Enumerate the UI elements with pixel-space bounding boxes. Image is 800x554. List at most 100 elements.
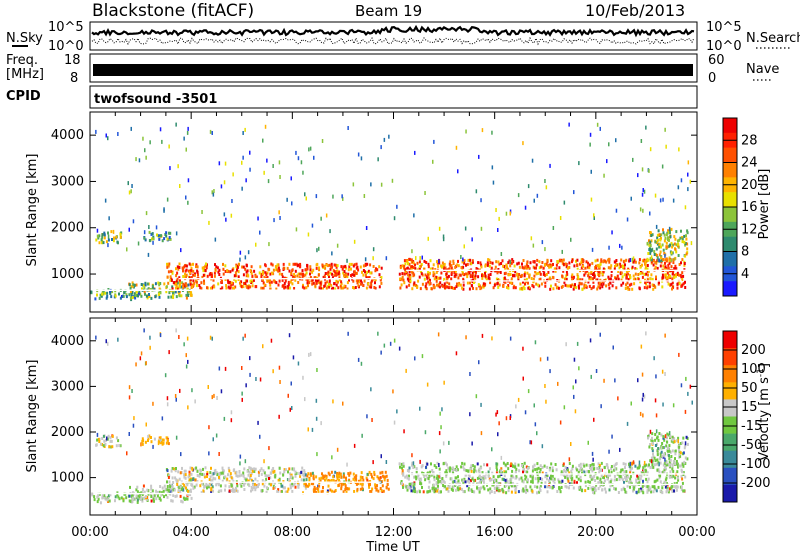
colorbar-tick-label: 20 <box>741 178 758 193</box>
echo-cell <box>128 283 131 287</box>
echo-cell <box>379 278 382 282</box>
echo-cell <box>646 485 649 488</box>
noise-cell <box>249 150 251 155</box>
echo-cell <box>433 490 436 494</box>
echo-cell <box>577 486 580 490</box>
echo-cell <box>484 274 487 278</box>
echo-cell <box>683 240 686 244</box>
noise-cell <box>239 250 242 255</box>
echo-cell <box>496 487 499 491</box>
echo-cell <box>604 259 607 263</box>
noise-cell <box>164 373 167 378</box>
echo-cell <box>260 286 263 290</box>
echo-cell <box>254 488 257 492</box>
noise-cell <box>533 198 535 203</box>
echo-cell <box>448 485 451 489</box>
echo-cell <box>365 476 368 480</box>
echo-cell <box>670 241 673 245</box>
echo-cell <box>650 490 653 494</box>
echo-cell <box>250 271 253 275</box>
echo-cell <box>482 477 485 481</box>
echo-cell <box>408 486 411 490</box>
echo-cell <box>346 287 349 291</box>
echo-cell <box>678 450 681 454</box>
echo-cell <box>144 292 146 296</box>
echo-cell <box>224 264 227 268</box>
echo-cell <box>656 458 659 462</box>
echo-cell <box>491 471 494 475</box>
echo-cell <box>606 463 609 467</box>
noise-cell <box>230 410 233 415</box>
echo-cell <box>403 264 406 268</box>
echo-cell <box>544 475 547 479</box>
echo-cell <box>267 474 270 478</box>
echo-cell <box>344 482 346 485</box>
echo-cell <box>105 296 108 300</box>
echo-cell <box>335 474 338 478</box>
echo-cell <box>598 281 601 285</box>
echo-cell <box>671 281 674 285</box>
noise-cell <box>213 393 215 398</box>
echo-cell <box>580 261 583 264</box>
noise-cell <box>677 185 680 190</box>
echo-cell <box>646 277 649 281</box>
echo-cell <box>564 475 567 479</box>
echo-cell <box>148 434 151 438</box>
echo-cell <box>332 286 335 290</box>
echo-cell <box>432 486 435 490</box>
echo-cell <box>604 490 607 494</box>
echo-cell <box>654 240 657 244</box>
echo-cell <box>509 264 512 268</box>
echo-cell <box>463 261 466 265</box>
echo-cell <box>180 294 183 298</box>
echo-cell <box>300 272 303 276</box>
echo-cell <box>565 265 568 269</box>
echo-cell <box>564 262 567 266</box>
colorbar-tick-label: 24 <box>741 156 758 171</box>
echo-cell <box>247 473 250 477</box>
echo-cell <box>140 283 143 286</box>
echo-cell <box>678 464 681 468</box>
echo-cell <box>584 484 587 488</box>
freq-unit: [MHz] <box>6 67 44 82</box>
echo-cell <box>668 259 671 263</box>
echo-cell <box>414 267 417 271</box>
noise-cell <box>177 164 179 169</box>
echo-cell <box>203 475 206 479</box>
echo-cell <box>133 283 136 287</box>
nsky-tick-bottom: 10^0 <box>48 39 84 54</box>
y-tick-label: 4000 <box>51 334 84 349</box>
echo-cell <box>195 263 198 267</box>
x-tick-label: 20:00 <box>577 525 614 540</box>
echo-cell <box>433 272 436 276</box>
echo-cell <box>599 270 602 274</box>
noise-cell <box>655 429 658 434</box>
echo-cell <box>576 481 578 485</box>
noise-cell <box>142 136 144 141</box>
echo-cell <box>268 482 271 486</box>
echo-cell <box>624 287 627 290</box>
echo-cell <box>96 495 99 499</box>
echo-cell <box>173 467 176 471</box>
echo-cell <box>175 274 178 278</box>
echo-cell <box>203 266 205 270</box>
noise-cell <box>480 198 482 203</box>
echo-cell <box>406 266 409 270</box>
echo-cell <box>188 271 191 275</box>
colorbar-segment <box>723 162 737 178</box>
velocity-x-ticks <box>89 318 698 515</box>
echo-cell <box>178 283 181 287</box>
echo-cell <box>328 285 331 289</box>
echo-cell <box>237 278 240 281</box>
noise-cell <box>641 167 644 172</box>
echo-cell <box>131 281 134 285</box>
echo-cell <box>671 287 673 291</box>
echo-cell <box>309 272 311 276</box>
echo-cell <box>435 270 438 274</box>
noise-cell <box>209 129 212 134</box>
echo-cell <box>610 269 613 273</box>
echo-cell <box>600 259 603 263</box>
echo-cell <box>648 285 651 289</box>
echo-cell <box>190 496 193 500</box>
